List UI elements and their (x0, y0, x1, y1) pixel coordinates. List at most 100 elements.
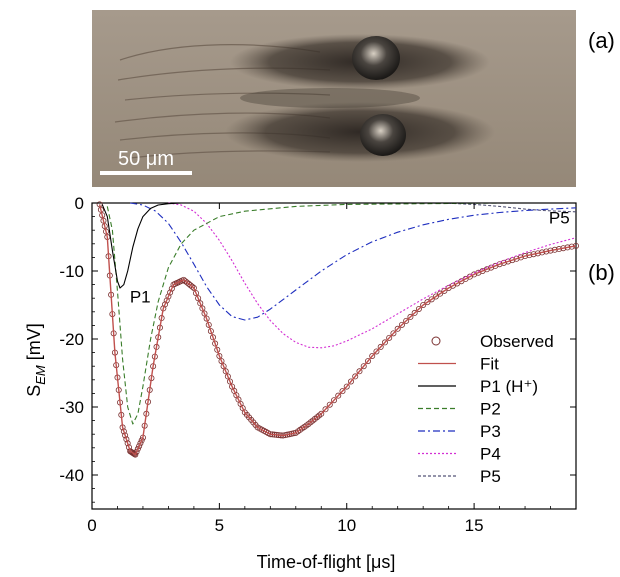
legend-label: P5 (480, 467, 501, 486)
observed-point (197, 300, 204, 307)
observed-point (352, 373, 359, 380)
x-axis-label: Time-of-flight [μs] (257, 552, 396, 572)
observed-point (190, 284, 197, 291)
observed-point (193, 290, 200, 297)
observed-point (390, 330, 397, 337)
series-line (98, 204, 577, 456)
observed-point (428, 296, 435, 303)
observed-point (326, 401, 333, 408)
observed-point (167, 289, 174, 296)
observed-point (424, 299, 431, 306)
observed-point (415, 305, 422, 312)
legend-label: Fit (480, 355, 499, 374)
observed-point (411, 309, 418, 316)
observed-point (134, 445, 141, 452)
observed-point (517, 254, 524, 261)
series-line (101, 202, 576, 289)
observed-point (432, 293, 439, 300)
observed-point (220, 363, 227, 370)
observed-point (407, 313, 414, 320)
observed-point (381, 339, 388, 346)
legend-item-p2: P2 (418, 400, 501, 419)
scale-bar (100, 171, 192, 175)
legend-label: P3 (480, 422, 501, 441)
plot-frame (91, 202, 577, 510)
observed-point (322, 406, 329, 413)
chart-ticks: 0 5 10 15 0 -10 -20 -30 -40 (59, 194, 577, 535)
observed-point (356, 368, 363, 375)
legend-item-p4: P4 (418, 445, 501, 464)
observed-point (335, 392, 342, 399)
chart-axes (91, 202, 577, 510)
observed-point (138, 437, 145, 444)
y-tick-label: 0 (75, 194, 84, 213)
observed-point (360, 363, 367, 370)
series-observed (96, 201, 580, 458)
legend-item-p3: P3 (418, 422, 501, 441)
observed-point (403, 317, 410, 324)
observed-point (330, 397, 337, 404)
observed-point (441, 287, 448, 294)
observed-point (133, 448, 140, 455)
y-tick-label: -20 (59, 330, 84, 349)
observed-point (339, 388, 346, 395)
legend-item-observed: Observed (431, 332, 554, 351)
x-tick-label: 5 (215, 516, 224, 535)
legend-item-p1-h: P1 (H⁺) (418, 377, 538, 396)
observed-point (209, 334, 216, 341)
chart-series (96, 201, 580, 458)
observed-point (214, 346, 221, 353)
observed-point (377, 343, 384, 350)
observed-point (136, 443, 143, 450)
observed-point (122, 432, 129, 439)
series-p3 (130, 202, 577, 321)
y-axis-label: SEM [mV] (24, 323, 48, 397)
observed-point (222, 368, 229, 375)
observed-point (203, 315, 210, 322)
legend-item-p5: P5 (418, 467, 501, 486)
series-line (130, 202, 577, 321)
series-line (106, 202, 576, 425)
legend-label: P1 (H⁺) (480, 377, 538, 396)
series-p2 (106, 202, 576, 425)
x-tick-label: 15 (465, 516, 484, 535)
lower-crater (360, 114, 406, 156)
observed-point (123, 436, 130, 443)
y-tick-label: -10 (59, 262, 84, 281)
upper-crater (352, 36, 400, 80)
series-p4 (168, 202, 577, 349)
legend-item-fit: Fit (418, 355, 499, 374)
observed-point (216, 352, 223, 359)
observed-point (386, 334, 393, 341)
observed-point (347, 378, 354, 385)
annotation-p5: P5 (549, 209, 570, 228)
observed-point (318, 410, 325, 417)
legend: Observed Fit P1 (H⁺) P2 P3 P4 P5 (418, 332, 554, 486)
observed-point (199, 305, 206, 312)
observed-point (137, 440, 144, 447)
observed-point (437, 290, 444, 297)
series-fit (98, 204, 577, 456)
observed-point (224, 373, 231, 380)
series-line (168, 202, 577, 349)
legend-label: Observed (480, 332, 554, 351)
observed-point (364, 358, 371, 365)
observed-point (189, 283, 196, 290)
chart-annotations: P1 P5 (130, 209, 570, 307)
y-tick-label: -30 (59, 398, 84, 417)
series-p1-h (101, 202, 576, 289)
observed-point (205, 321, 212, 328)
observed-point (343, 383, 350, 390)
observed-point (394, 325, 401, 332)
observed-point (398, 321, 405, 328)
observed-point (120, 428, 127, 435)
micrograph (92, 10, 576, 187)
observed-point (373, 348, 380, 355)
observed-point (369, 352, 376, 359)
panel-a-label: (a) (588, 28, 615, 53)
observed-point (168, 285, 175, 292)
scale-bar-label: 50 μm (118, 148, 174, 170)
annotation-p1: P1 (130, 288, 151, 307)
x-tick-label: 0 (87, 516, 96, 535)
